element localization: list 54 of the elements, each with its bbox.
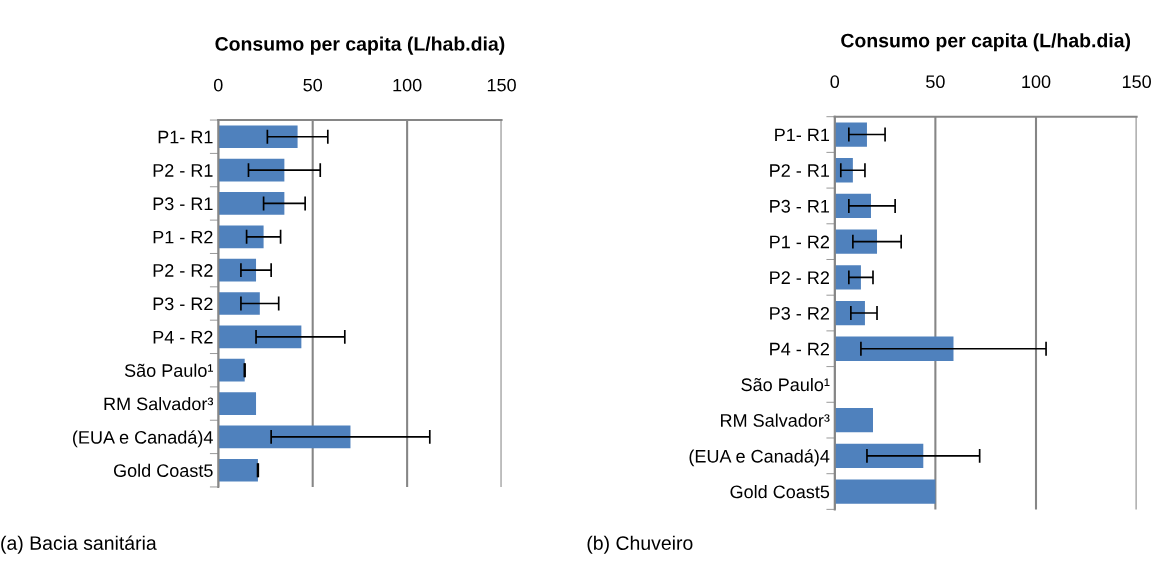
chart-title: Consumo per capita (L/hab.dia) [841, 33, 1131, 52]
x-tick-label: 100 [393, 78, 422, 92]
y-tick-label: P2 - R1 [770, 164, 830, 177]
y-tick-label: P3 - R1 [770, 199, 830, 213]
y-tick-label: P1 - R2 [153, 230, 213, 244]
bar [218, 458, 258, 482]
bar [834, 122, 867, 147]
bar [218, 358, 245, 382]
y-tick-label: Gold Coast5 [730, 485, 830, 499]
bar [834, 300, 865, 326]
y-tick-label: (EUA e Canadá)4 [73, 430, 213, 448]
y-tick-label: P3 - R2 [153, 297, 213, 311]
bar [834, 265, 861, 290]
x-tick-label: 0 [213, 78, 223, 92]
x-tick-label: 0 [830, 75, 840, 89]
chart-title: Consumo per capita (L/hab.dia) [215, 36, 505, 55]
bar [218, 158, 285, 182]
bar [834, 479, 936, 504]
y-tick-label: (EUA e Canadá)4 [689, 449, 830, 467]
y-tick-label: P2 - R2 [770, 271, 829, 284]
bar [218, 392, 257, 415]
y-tick-label: RM Salvador³ [104, 397, 214, 411]
y-tick-label: São Paulo¹ [124, 363, 214, 377]
x-tick-label: 50 [303, 78, 323, 92]
bar [218, 292, 260, 315]
bar [218, 258, 257, 282]
y-tick-label: Gold Coast5 [113, 463, 213, 477]
y-tick-label: P1- R1 [775, 128, 830, 142]
bar [218, 425, 351, 449]
y-tick-label: P4 - R2 [770, 342, 829, 356]
y-tick-label: P2 - R1 [153, 164, 213, 177]
x-tick-label: 50 [926, 75, 945, 89]
x-tick-label: 100 [1022, 75, 1051, 89]
bar [218, 225, 264, 249]
bar [834, 336, 954, 361]
bar [834, 193, 871, 219]
text: (b) Chuveiro [587, 535, 693, 554]
bar [834, 443, 924, 468]
y-tick-label: P1- R1 [158, 130, 213, 144]
y-tick-label: P4 - R2 [153, 330, 213, 344]
bar [834, 408, 873, 433]
bar [218, 192, 285, 215]
y-tick-label: P2 - R2 [153, 264, 213, 277]
y-tick-label: RM Salvador³ [721, 413, 830, 427]
y-tick-label: P1 - R2 [770, 235, 829, 249]
bar [834, 229, 878, 254]
bar [218, 125, 298, 149]
text: (a) Bacia sanitária [1, 535, 157, 554]
x-tick-label: 150 [487, 78, 516, 92]
x-tick-label: 150 [1122, 75, 1151, 89]
y-tick-label: São Paulo¹ [741, 377, 830, 392]
y-tick-label: P3 - R1 [153, 197, 213, 211]
bar [218, 325, 302, 349]
y-tick-label: P3 - R2 [770, 306, 829, 320]
